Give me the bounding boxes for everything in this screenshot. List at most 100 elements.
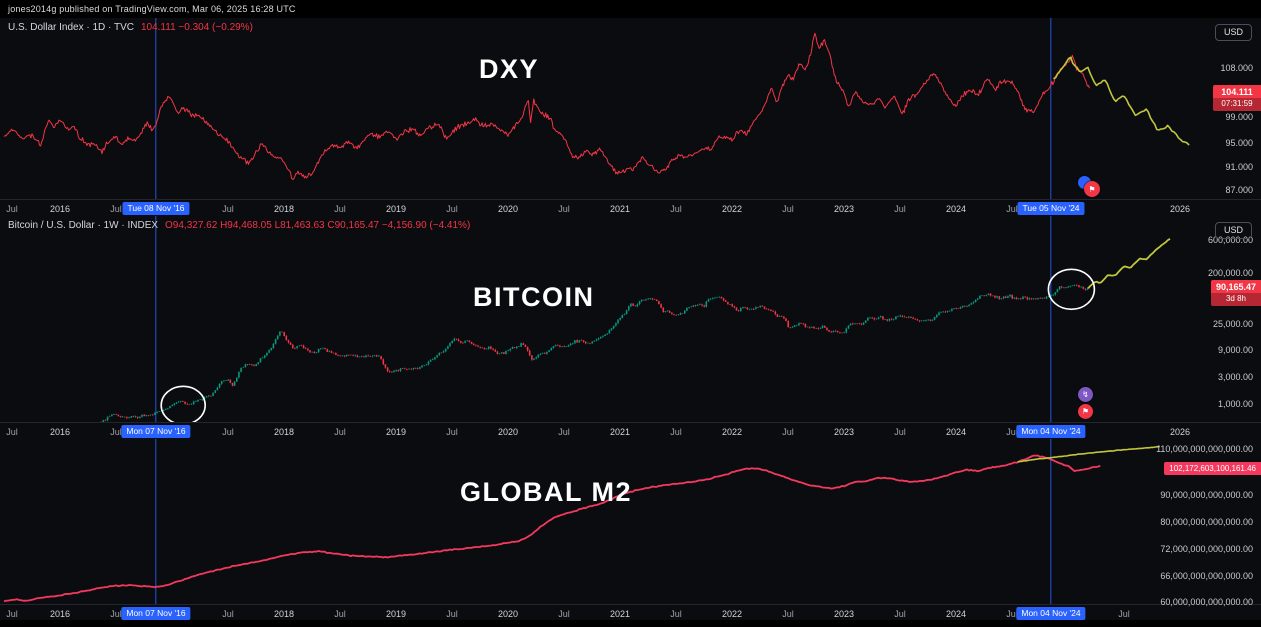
- btc-legend: Bitcoin / U.S. Dollar · 1W · INDEX O94,32…: [8, 220, 470, 231]
- time-axis-label: 2016: [49, 427, 71, 437]
- time-axis-label: 2024: [945, 204, 967, 214]
- time-axis-label: Jul: [110, 427, 122, 437]
- btc-chart-canvas[interactable]: [0, 216, 1261, 422]
- btc-pane: Bitcoin / U.S. Dollar · 1W · INDEX O94,32…: [0, 216, 1261, 422]
- m2-time-axis[interactable]: Jul 2016 Jul Jul 2018 Jul 2019 Jul 2020 Jul 2021 Ju…: [0, 604, 1261, 621]
- time-axis-label: 2019: [385, 609, 407, 619]
- date-marker-badge[interactable]: Mon 07 Nov '16: [121, 425, 191, 438]
- price-scale-label: 60,000,000,000,000.00: [1160, 597, 1253, 607]
- m2-chart-canvas[interactable]: [0, 439, 1261, 604]
- time-axis-label: 2018: [273, 204, 295, 214]
- date-marker-badge[interactable]: Mon 07 Nov '16: [121, 607, 191, 620]
- price-scale-label: 25,000.00: [1212, 319, 1253, 329]
- time-axis-label: Jul: [894, 204, 906, 214]
- btc-event-markers: ↯ ⚑: [1078, 387, 1094, 421]
- time-axis-label: Jul: [782, 427, 794, 437]
- price-scale-label: 600,000.00: [1207, 235, 1253, 245]
- time-axis-label: 2023: [833, 427, 855, 437]
- time-axis-label: Jul: [334, 427, 346, 437]
- btc-btc-projection-line[interactable]: [1087, 238, 1171, 289]
- m2-price-badge: 102,172,603,100,161.46: [1164, 462, 1261, 475]
- dxy-pane: U.S. Dollar Index · 1D · TVC 104.111 −0.3…: [0, 18, 1261, 199]
- time-axis-label: Jul: [222, 609, 234, 619]
- dxy-event-markers: ⚑: [1078, 176, 1102, 200]
- m2-big-label: GLOBAL M2: [460, 477, 633, 507]
- price-scale-label: 3,000.00: [1217, 372, 1253, 382]
- time-axis-label: Jul: [558, 609, 570, 619]
- btc-legend-ohlc: O94,327.62 H94,468.05 L81,463.63 C90,165…: [165, 220, 471, 231]
- annotation-circle-nov-2024[interactable]: [1047, 268, 1096, 311]
- dxy-price-badge: 104.111 07:31:59: [1213, 85, 1261, 111]
- time-axis-label: 2019: [385, 204, 407, 214]
- price-scale-label: 200,000.00: [1207, 268, 1253, 278]
- time-axis-label: Jul: [6, 427, 18, 437]
- price-scale-label: 1,000.00: [1217, 399, 1253, 409]
- date-marker-badge[interactable]: Mon 04 Nov '24: [1016, 425, 1086, 438]
- annotation-circle-nov-2016[interactable]: [160, 385, 206, 422]
- time-axis-label: 2022: [721, 204, 743, 214]
- dxy-bar-countdown: 07:31:59: [1213, 98, 1261, 111]
- btc-price-badge: 90,165.47 3d 8h: [1210, 280, 1261, 306]
- btc-time-axis[interactable]: Jul 2016 Jul Jul 2018 Jul 2019 Jul 2020 Jul 2021 Ju…: [0, 422, 1261, 440]
- dxy-time-axis[interactable]: Jul 2016 Jul Jul 2018 Jul 2019 Jul 2020 Jul 2021 Ju…: [0, 199, 1261, 217]
- publish-text: jones2014g published on TradingView.com,…: [8, 4, 296, 14]
- m2-last-value: 102,172,603,100,161.46: [1169, 464, 1256, 473]
- price-scale-label: 95.000: [1225, 138, 1253, 148]
- dxy-legend-values: 104.111 −0.304 (−0.29%): [140, 22, 253, 33]
- time-axis-label: 2019: [385, 427, 407, 437]
- time-axis-label: 2022: [721, 427, 743, 437]
- price-scale-label: 66,000,000,000,000.00: [1160, 571, 1253, 581]
- time-axis-label: 2020: [497, 427, 519, 437]
- time-axis-label: 2021: [609, 204, 631, 214]
- time-axis-label: Jul: [1118, 609, 1130, 619]
- time-axis-label: 2020: [497, 609, 519, 619]
- time-axis-label: 2024: [945, 609, 967, 619]
- dxy-symbol-title[interactable]: U.S. Dollar Index · 1D · TVC: [8, 22, 134, 33]
- time-axis-label: Jul: [782, 609, 794, 619]
- flag-event-icon[interactable]: ⚑: [1078, 404, 1093, 419]
- price-scale-label: 91.000: [1225, 162, 1253, 172]
- time-axis-label: Jul: [110, 609, 122, 619]
- price-scale-label: 72,000,000,000,000.00: [1160, 544, 1253, 554]
- dxy-last-price: 104.111: [1221, 87, 1253, 97]
- time-axis-label: 2026: [1169, 427, 1191, 437]
- date-marker-badge[interactable]: Tue 08 Nov '16: [122, 202, 190, 215]
- bottom-strip: [0, 620, 1261, 627]
- btc-symbol-title[interactable]: Bitcoin / U.S. Dollar · 1W · INDEX: [8, 220, 159, 231]
- dxy-dxy-projection-line[interactable]: [1053, 56, 1190, 146]
- time-axis-label: Jul: [558, 427, 570, 437]
- m2-m2-projection-line[interactable]: [1017, 445, 1160, 463]
- time-axis-label: 2018: [273, 427, 295, 437]
- price-scale-label: 9,000.00: [1217, 345, 1253, 355]
- btc-bar-countdown: 3d 8h: [1210, 293, 1261, 306]
- time-axis-label: Jul: [446, 609, 458, 619]
- time-axis-label: Jul: [334, 609, 346, 619]
- bolt-event-icon[interactable]: ↯: [1078, 387, 1093, 402]
- btc-last-price: 90,165.47: [1215, 282, 1256, 292]
- date-marker-badge[interactable]: Mon 04 Nov '24: [1016, 607, 1086, 620]
- dxy-currency-button[interactable]: USD: [1214, 24, 1252, 41]
- time-axis-label: 2023: [833, 609, 855, 619]
- time-axis-label: Jul: [894, 427, 906, 437]
- btc-candle-bodies-up: [100, 285, 1089, 422]
- time-axis-label: 2021: [609, 427, 631, 437]
- price-scale-label: 80,000,000,000,000.00: [1160, 517, 1253, 527]
- time-axis-label: Jul: [222, 204, 234, 214]
- btc-currency-button[interactable]: USD: [1214, 222, 1252, 239]
- dxy-chart-canvas[interactable]: [0, 18, 1261, 199]
- time-axis-label: 2022: [721, 609, 743, 619]
- flag-event-icon[interactable]: ⚑: [1084, 181, 1100, 197]
- btc-big-label: BITCOIN: [473, 282, 595, 312]
- price-scale-label: 110,000,000,000,000.00: [1156, 444, 1253, 454]
- publish-header: jones2014g published on TradingView.com,…: [0, 0, 1261, 19]
- btc-candle-bodies-down: [104, 285, 1087, 421]
- date-marker-badge[interactable]: Tue 05 Nov '24: [1017, 202, 1085, 215]
- m2-pane: GLOBAL M2 102,172,603,100,161.46 110,000…: [0, 439, 1261, 607]
- time-axis-label: 2023: [833, 204, 855, 214]
- price-scale-label: 99.000: [1225, 112, 1253, 122]
- time-axis-label: Jul: [894, 609, 906, 619]
- time-axis-label: 2018: [273, 609, 295, 619]
- time-axis-label: Jul: [446, 427, 458, 437]
- time-axis-label: Jul: [6, 609, 18, 619]
